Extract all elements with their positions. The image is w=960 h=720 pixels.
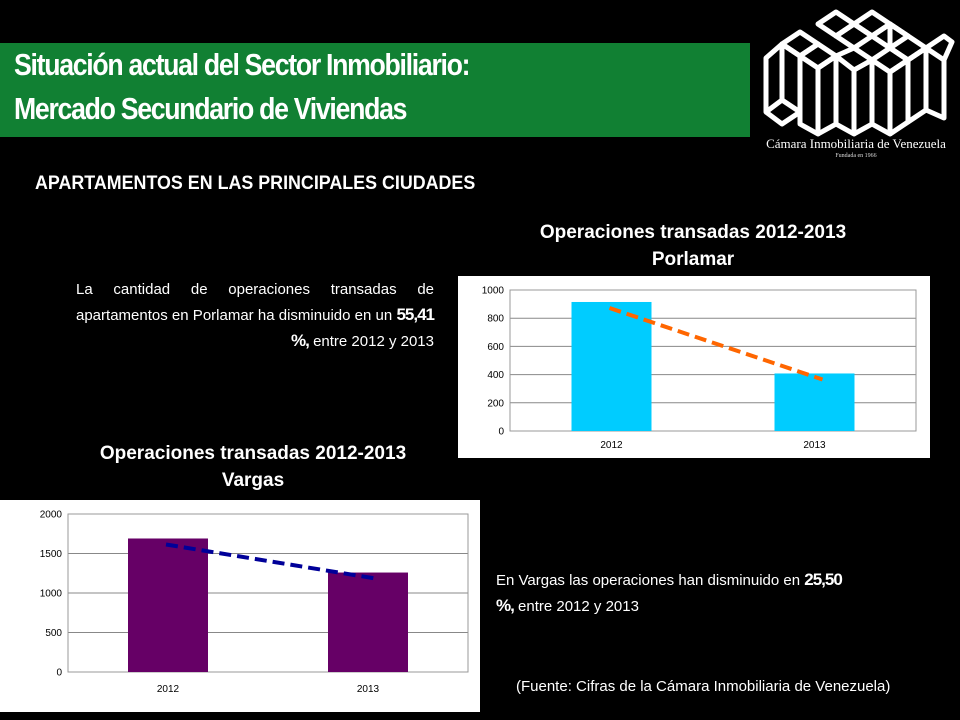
porlamar-y-tick-label: 0	[498, 427, 504, 438]
vargas-y-tick-label: 0	[56, 668, 62, 679]
vargas-percentage: 25,50 %,	[496, 570, 843, 615]
vargas-chart-title-line2: Vargas	[221, 470, 285, 491]
vargas-x-tick-label: 2012	[157, 684, 180, 695]
porlamar-trendline	[608, 306, 824, 382]
logo-name: Cámara Inmobiliaria de Venezuela	[766, 136, 946, 151]
porlamar-summary: La cantidad de operaciones transadas de …	[76, 277, 435, 354]
porlamar-chart-title-line1: Operaciones transadas 2012-2013	[539, 222, 847, 243]
porlamar-bar-2012	[571, 301, 652, 431]
page-title-line1: Situación actual del Sector Inmobiliario…	[14, 47, 471, 82]
logo-tagline: Fundada en 1966	[835, 153, 877, 159]
vargas-chart-title: Operaciones transadas 2012-2013 Vargas	[38, 440, 468, 494]
porlamar-y-tick-label: 200	[487, 398, 504, 409]
porlamar-y-tick-label: 600	[487, 342, 504, 353]
vargas-y-tick-label: 500	[45, 628, 62, 639]
porlamar-bar-2013	[774, 373, 855, 431]
vargas-y-tick-label: 1000	[40, 589, 63, 600]
vargas-plot-area	[67, 513, 469, 673]
source-note: (Fuente: Cifras de la Cámara Inmobiliari…	[516, 678, 891, 695]
vargas-x-tick-label: 2013	[357, 684, 380, 695]
porlamar-plot-area	[509, 289, 917, 432]
vargas-summary-period: entre 2012 y 2013	[518, 598, 639, 615]
porlamar-chart: 0 200 400 600 800 1000 2012 2013	[458, 276, 930, 458]
section-heading: APARTAMENTOS EN LAS PRINCIPALES CIUDADES	[35, 173, 476, 194]
porlamar-chart-title: Operaciones transadas 2012-2013 Porlamar	[478, 219, 908, 273]
porlamar-y-tick-label: 800	[487, 314, 504, 325]
vargas-y-tick-label: 1500	[40, 549, 63, 560]
vargas-chart: 0 500 1000 1500 2000 2012 2013	[0, 500, 480, 712]
porlamar-summary-period: entre 2012 y 2013	[313, 333, 434, 350]
vargas-chart-title-line1: Operaciones transadas 2012-2013	[99, 443, 407, 464]
vargas-bar-2012	[128, 538, 208, 672]
porlamar-y-tick-label: 400	[487, 370, 504, 381]
porlamar-chart-title-line2: Porlamar	[651, 249, 735, 270]
porlamar-x-tick-label: 2012	[600, 440, 623, 451]
porlamar-percentage: 55,41 %,	[291, 305, 435, 350]
vargas-summary-text: En Vargas las operaciones han disminuido…	[496, 572, 801, 589]
title-banner: Situación actual del Sector Inmobiliario…	[0, 43, 750, 137]
vargas-y-tick-label: 2000	[40, 510, 63, 521]
camara-logo-icon	[763, 9, 955, 137]
porlamar-summary-text: La cantidad de operaciones transadas de …	[76, 281, 434, 324]
page-title-line2: Mercado Secundario de Viviendas	[14, 91, 407, 126]
vargas-summary: En Vargas las operaciones han disminuido…	[496, 567, 846, 619]
porlamar-x-tick-label: 2013	[803, 440, 826, 451]
porlamar-y-tick-label: 1000	[482, 286, 505, 297]
vargas-bar-2013	[328, 572, 408, 672]
